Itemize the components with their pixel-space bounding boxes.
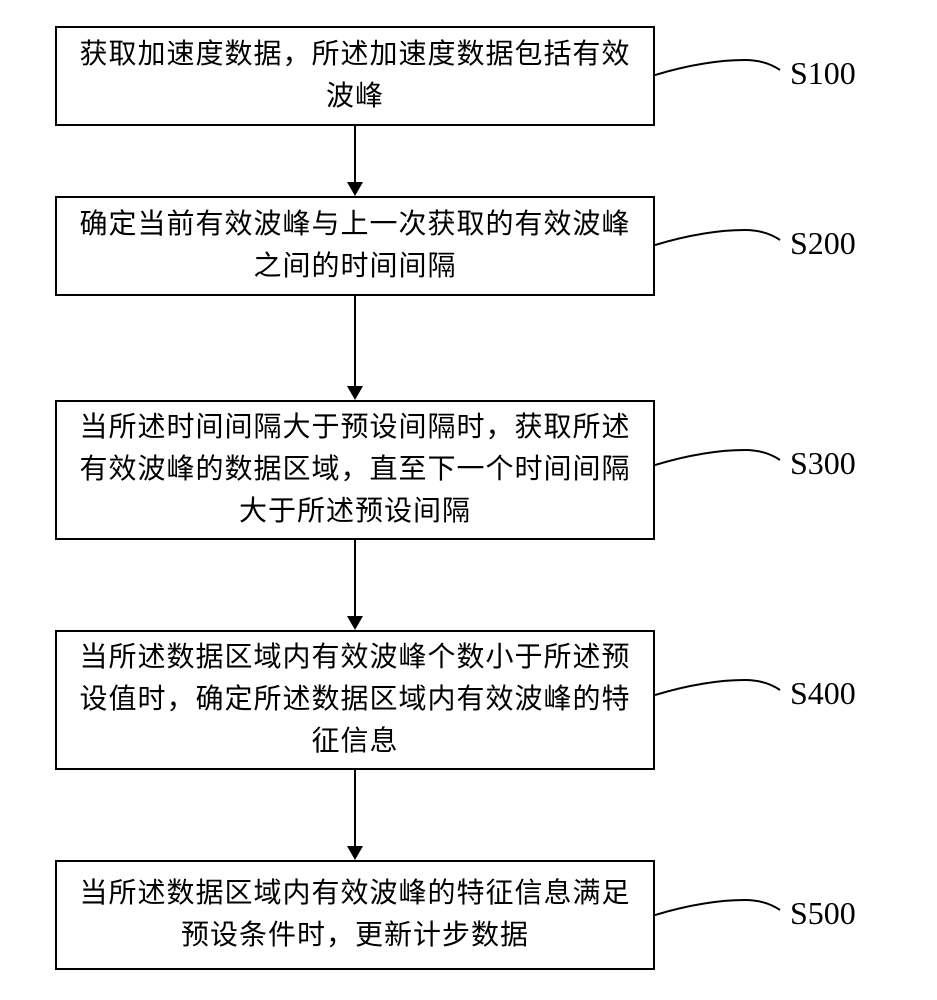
arrow-2	[347, 386, 363, 400]
step-text-s400: 当所述数据区域内有效波峰个数小于所述预设值时，确定所述数据区域内有效波峰的特征信…	[77, 637, 633, 763]
connector-4	[354, 770, 356, 846]
step-box-s300: 当所述时间间隔大于预设间隔时，获取所述有效波峰的数据区域，直至下一个时间间隔大于…	[55, 400, 655, 540]
step-box-s100: 获取加速度数据，所述加速度数据包括有效波峰	[55, 26, 655, 126]
step-text-s200: 确定当前有效波峰与上一次获取的有效波峰之间的时间间隔	[77, 204, 633, 288]
step-label-s500: S500	[790, 895, 856, 932]
step-label-s300: S300	[790, 445, 856, 482]
step-text-s500: 当所述数据区域内有效波峰的特征信息满足预设条件时，更新计步数据	[77, 873, 633, 957]
step-box-s200: 确定当前有效波峰与上一次获取的有效波峰之间的时间间隔	[55, 196, 655, 296]
step-label-s400: S400	[790, 675, 856, 712]
arrow-3	[347, 616, 363, 630]
connector-1	[354, 126, 356, 182]
flowchart-container: 获取加速度数据，所述加速度数据包括有效波峰 S100 确定当前有效波峰与上一次获…	[0, 0, 937, 1000]
step-label-s100: S100	[790, 55, 856, 92]
arrow-1	[347, 182, 363, 196]
curve-s100	[655, 50, 785, 100]
step-box-s400: 当所述数据区域内有效波峰个数小于所述预设值时，确定所述数据区域内有效波峰的特征信…	[55, 630, 655, 770]
curve-s300	[655, 440, 785, 490]
step-box-s500: 当所述数据区域内有效波峰的特征信息满足预设条件时，更新计步数据	[55, 860, 655, 970]
step-text-s300: 当所述时间间隔大于预设间隔时，获取所述有效波峰的数据区域，直至下一个时间间隔大于…	[77, 407, 633, 533]
connector-3	[354, 540, 356, 616]
connector-2	[354, 296, 356, 386]
curve-s500	[655, 890, 785, 940]
step-text-s100: 获取加速度数据，所述加速度数据包括有效波峰	[77, 34, 633, 118]
curve-s400	[655, 670, 785, 720]
step-label-s200: S200	[790, 225, 856, 262]
arrow-4	[347, 846, 363, 860]
curve-s200	[655, 220, 785, 270]
